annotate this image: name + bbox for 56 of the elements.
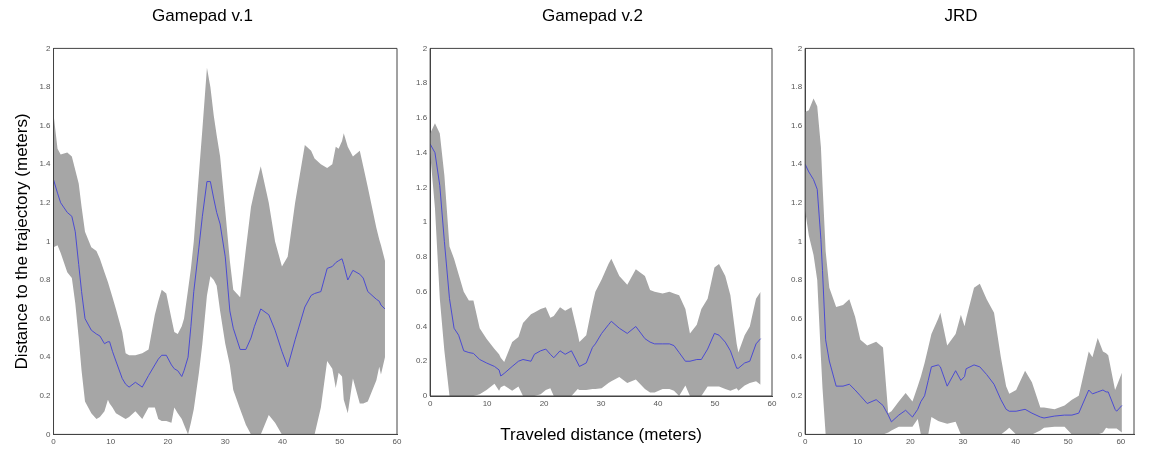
y-tick-label: 0 — [797, 429, 803, 439]
y-tick-label: 0 — [46, 429, 52, 439]
x-tick-label: 30 — [958, 437, 968, 447]
x-tick-label: 30 — [220, 437, 231, 447]
y-tick-label: 1.6 — [39, 120, 52, 130]
x-tick-label: 60 — [767, 399, 777, 408]
x-tick-label: 20 — [905, 437, 916, 447]
y-tick-label: 1.4 — [791, 159, 803, 169]
y-tick-label: 0.4 — [791, 352, 803, 362]
y-tick-label: 0.2 — [39, 391, 52, 400]
y-tick-label: 1.8 — [416, 78, 428, 88]
y-tick-label: 0.4 — [416, 321, 428, 331]
x-tick-label: 30 — [596, 399, 607, 408]
x-tick-label: 60 — [392, 437, 402, 447]
y-tick-label: 1.2 — [39, 198, 52, 207]
y-tick-label: 1.6 — [791, 120, 803, 130]
y-tick-label: 2 — [46, 43, 52, 53]
x-tick-label: 60 — [1116, 437, 1126, 447]
y-tick-label: 2 — [422, 43, 428, 53]
y-tick-label: 0 — [422, 391, 428, 401]
x-tick-label: 40 — [278, 437, 288, 447]
chart-title: Gamepad v.1 — [152, 5, 253, 25]
y-tick-label: 2 — [797, 43, 803, 53]
y-tick-label: 1.8 — [39, 82, 52, 92]
x-tick-label: 40 — [653, 399, 664, 408]
y-tick-label: 1 — [797, 236, 803, 246]
y-tick-label: 0.8 — [39, 275, 52, 285]
y-tick-label: 0.8 — [791, 275, 803, 285]
y-tick-label: 1.8 — [791, 82, 803, 92]
y-tick-label: 1.2 — [791, 198, 803, 207]
x-tick-label: 20 — [539, 399, 550, 408]
y-tick-label: 1.6 — [416, 113, 428, 123]
x-tick-label: 50 — [335, 437, 345, 447]
y-tick-label: 0.6 — [791, 313, 803, 323]
y-tick-label: 0.6 — [416, 286, 428, 296]
y-tick-label: 1.2 — [416, 182, 428, 192]
y-tick-label: 1 — [422, 217, 428, 227]
y-tick-label: 1.4 — [39, 159, 52, 169]
x-tick-label: 50 — [1063, 437, 1074, 447]
chart-title: JRD — [944, 5, 978, 25]
y-tick-label: 0.8 — [416, 252, 428, 262]
x-tick-label: 10 — [482, 399, 493, 408]
y-tick-label: 1 — [46, 236, 52, 246]
y-tick-label: 0.2 — [791, 391, 803, 400]
y-tick-label: 0.4 — [39, 352, 52, 362]
y-tick-label: 1.4 — [416, 147, 428, 157]
y-tick-label: 0.6 — [39, 313, 52, 323]
y-tick-label: 0.2 — [416, 356, 428, 366]
chart-title: Gamepad v.2 — [542, 5, 643, 25]
x-axis-title: Traveled distance (meters) — [500, 425, 702, 445]
x-tick-label: 10 — [106, 437, 116, 447]
x-tick-label: 40 — [1011, 437, 1021, 447]
x-tick-label: 20 — [163, 437, 174, 447]
x-tick-label: 10 — [853, 437, 863, 447]
y-axis-title: Distance to the trajectory (meters) — [11, 113, 31, 370]
x-tick-label: 50 — [710, 399, 721, 408]
